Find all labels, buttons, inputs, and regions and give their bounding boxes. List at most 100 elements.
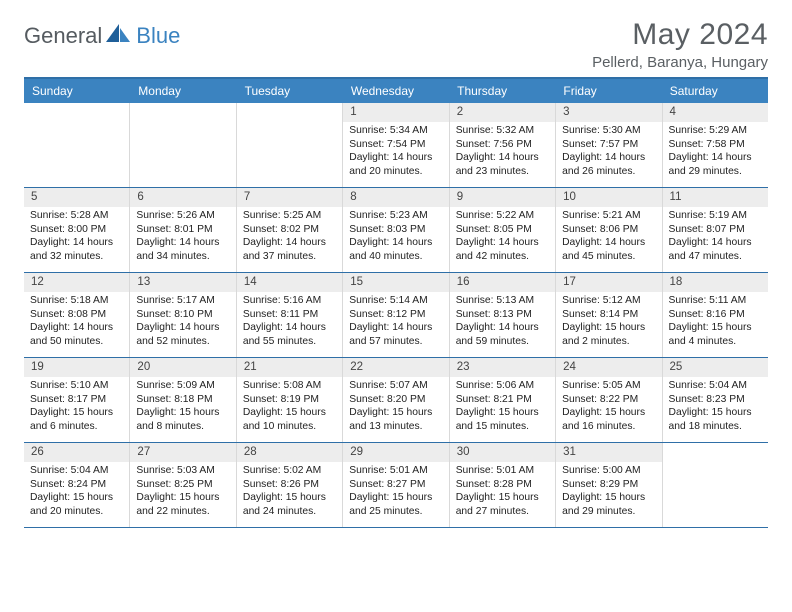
day-line-d1: Daylight: 14 hours bbox=[349, 151, 442, 165]
day-body: Sunrise: 5:32 AMSunset: 7:56 PMDaylight:… bbox=[450, 122, 555, 182]
day-body: Sunrise: 5:34 AMSunset: 7:54 PMDaylight:… bbox=[343, 122, 448, 182]
day-body: Sunrise: 5:00 AMSunset: 8:29 PMDaylight:… bbox=[556, 462, 661, 522]
day-line-sr: Sunrise: 5:14 AM bbox=[349, 294, 442, 308]
day-line-ss: Sunset: 7:58 PM bbox=[669, 138, 762, 152]
calendar-page: General Blue May 2024 Pellerd, Baranya, … bbox=[0, 0, 792, 528]
day-number: 30 bbox=[450, 443, 555, 462]
day-line-d2: and 13 minutes. bbox=[349, 420, 442, 434]
day-line-d2: and 55 minutes. bbox=[243, 335, 336, 349]
day-line-sr: Sunrise: 5:01 AM bbox=[349, 464, 442, 478]
day-line-d1: Daylight: 14 hours bbox=[669, 236, 762, 250]
day-number bbox=[24, 103, 129, 122]
day-line-sr: Sunrise: 5:01 AM bbox=[456, 464, 549, 478]
day-line-d1: Daylight: 14 hours bbox=[669, 151, 762, 165]
day-body: Sunrise: 5:26 AMSunset: 8:01 PMDaylight:… bbox=[130, 207, 235, 267]
day-line-sr: Sunrise: 5:11 AM bbox=[669, 294, 762, 308]
weekday-header: Wednesday bbox=[343, 79, 449, 103]
logo: General Blue bbox=[24, 22, 180, 49]
day-line-d2: and 6 minutes. bbox=[30, 420, 123, 434]
day-body: Sunrise: 5:21 AMSunset: 8:06 PMDaylight:… bbox=[556, 207, 661, 267]
day-line-sr: Sunrise: 5:22 AM bbox=[456, 209, 549, 223]
day-number: 31 bbox=[556, 443, 661, 462]
day-line-d1: Daylight: 14 hours bbox=[456, 321, 549, 335]
day-number: 2 bbox=[450, 103, 555, 122]
day-body: Sunrise: 5:05 AMSunset: 8:22 PMDaylight:… bbox=[556, 377, 661, 437]
day-cell bbox=[663, 443, 768, 527]
day-cell: 30Sunrise: 5:01 AMSunset: 8:28 PMDayligh… bbox=[450, 443, 556, 527]
day-line-sr: Sunrise: 5:09 AM bbox=[136, 379, 229, 393]
day-line-ss: Sunset: 8:18 PM bbox=[136, 393, 229, 407]
day-line-d2: and 45 minutes. bbox=[562, 250, 655, 264]
day-line-sr: Sunrise: 5:06 AM bbox=[456, 379, 549, 393]
week-row: 19Sunrise: 5:10 AMSunset: 8:17 PMDayligh… bbox=[24, 358, 768, 443]
day-cell: 22Sunrise: 5:07 AMSunset: 8:20 PMDayligh… bbox=[343, 358, 449, 442]
week-row: 5Sunrise: 5:28 AMSunset: 8:00 PMDaylight… bbox=[24, 188, 768, 273]
day-number: 8 bbox=[343, 188, 448, 207]
day-line-d2: and 15 minutes. bbox=[456, 420, 549, 434]
day-body: Sunrise: 5:03 AMSunset: 8:25 PMDaylight:… bbox=[130, 462, 235, 522]
day-line-sr: Sunrise: 5:32 AM bbox=[456, 124, 549, 138]
day-line-sr: Sunrise: 5:26 AM bbox=[136, 209, 229, 223]
day-line-d1: Daylight: 14 hours bbox=[30, 321, 123, 335]
logo-sail-icon bbox=[106, 22, 132, 49]
logo-text-general: General bbox=[24, 23, 102, 49]
day-number: 1 bbox=[343, 103, 448, 122]
day-body: Sunrise: 5:02 AMSunset: 8:26 PMDaylight:… bbox=[237, 462, 342, 522]
day-number: 13 bbox=[130, 273, 235, 292]
day-cell: 5Sunrise: 5:28 AMSunset: 8:00 PMDaylight… bbox=[24, 188, 130, 272]
day-line-sr: Sunrise: 5:13 AM bbox=[456, 294, 549, 308]
day-line-d1: Daylight: 15 hours bbox=[136, 491, 229, 505]
day-body: Sunrise: 5:30 AMSunset: 7:57 PMDaylight:… bbox=[556, 122, 661, 182]
day-line-d2: and 32 minutes. bbox=[30, 250, 123, 264]
day-line-d1: Daylight: 15 hours bbox=[349, 491, 442, 505]
weekday-header: Sunday bbox=[24, 79, 130, 103]
day-line-d1: Daylight: 15 hours bbox=[243, 406, 336, 420]
day-line-sr: Sunrise: 5:08 AM bbox=[243, 379, 336, 393]
day-body: Sunrise: 5:13 AMSunset: 8:13 PMDaylight:… bbox=[450, 292, 555, 352]
day-line-ss: Sunset: 8:21 PM bbox=[456, 393, 549, 407]
day-cell: 7Sunrise: 5:25 AMSunset: 8:02 PMDaylight… bbox=[237, 188, 343, 272]
day-number bbox=[237, 103, 342, 122]
day-cell: 29Sunrise: 5:01 AMSunset: 8:27 PMDayligh… bbox=[343, 443, 449, 527]
day-body: Sunrise: 5:16 AMSunset: 8:11 PMDaylight:… bbox=[237, 292, 342, 352]
day-line-sr: Sunrise: 5:17 AM bbox=[136, 294, 229, 308]
day-line-d1: Daylight: 15 hours bbox=[243, 491, 336, 505]
weekday-header: Tuesday bbox=[237, 79, 343, 103]
weekday-header-row: SundayMondayTuesdayWednesdayThursdayFrid… bbox=[24, 79, 768, 103]
day-cell: 10Sunrise: 5:21 AMSunset: 8:06 PMDayligh… bbox=[556, 188, 662, 272]
day-line-ss: Sunset: 8:26 PM bbox=[243, 478, 336, 492]
day-number: 11 bbox=[663, 188, 768, 207]
day-line-ss: Sunset: 7:56 PM bbox=[456, 138, 549, 152]
day-number: 27 bbox=[130, 443, 235, 462]
day-number bbox=[130, 103, 235, 122]
week-row: 26Sunrise: 5:04 AMSunset: 8:24 PMDayligh… bbox=[24, 443, 768, 528]
day-line-ss: Sunset: 8:13 PM bbox=[456, 308, 549, 322]
weeks-container: 1Sunrise: 5:34 AMSunset: 7:54 PMDaylight… bbox=[24, 103, 768, 528]
day-line-d1: Daylight: 15 hours bbox=[456, 406, 549, 420]
day-line-d1: Daylight: 15 hours bbox=[456, 491, 549, 505]
day-body: Sunrise: 5:04 AMSunset: 8:24 PMDaylight:… bbox=[24, 462, 129, 522]
logo-text-blue: Blue bbox=[136, 23, 180, 49]
day-line-sr: Sunrise: 5:10 AM bbox=[30, 379, 123, 393]
day-body: Sunrise: 5:23 AMSunset: 8:03 PMDaylight:… bbox=[343, 207, 448, 267]
day-line-sr: Sunrise: 5:23 AM bbox=[349, 209, 442, 223]
day-line-sr: Sunrise: 5:16 AM bbox=[243, 294, 336, 308]
day-cell bbox=[24, 103, 130, 187]
day-line-d1: Daylight: 15 hours bbox=[562, 406, 655, 420]
day-line-d2: and 27 minutes. bbox=[456, 505, 549, 519]
day-number: 17 bbox=[556, 273, 661, 292]
day-cell: 24Sunrise: 5:05 AMSunset: 8:22 PMDayligh… bbox=[556, 358, 662, 442]
day-line-ss: Sunset: 8:14 PM bbox=[562, 308, 655, 322]
day-body: Sunrise: 5:10 AMSunset: 8:17 PMDaylight:… bbox=[24, 377, 129, 437]
day-number: 10 bbox=[556, 188, 661, 207]
day-number: 28 bbox=[237, 443, 342, 462]
day-number: 6 bbox=[130, 188, 235, 207]
day-line-d2: and 26 minutes. bbox=[562, 165, 655, 179]
day-cell: 28Sunrise: 5:02 AMSunset: 8:26 PMDayligh… bbox=[237, 443, 343, 527]
day-line-sr: Sunrise: 5:19 AM bbox=[669, 209, 762, 223]
day-cell: 13Sunrise: 5:17 AMSunset: 8:10 PMDayligh… bbox=[130, 273, 236, 357]
weekday-header: Friday bbox=[555, 79, 661, 103]
day-cell: 20Sunrise: 5:09 AMSunset: 8:18 PMDayligh… bbox=[130, 358, 236, 442]
day-cell bbox=[130, 103, 236, 187]
day-cell: 3Sunrise: 5:30 AMSunset: 7:57 PMDaylight… bbox=[556, 103, 662, 187]
